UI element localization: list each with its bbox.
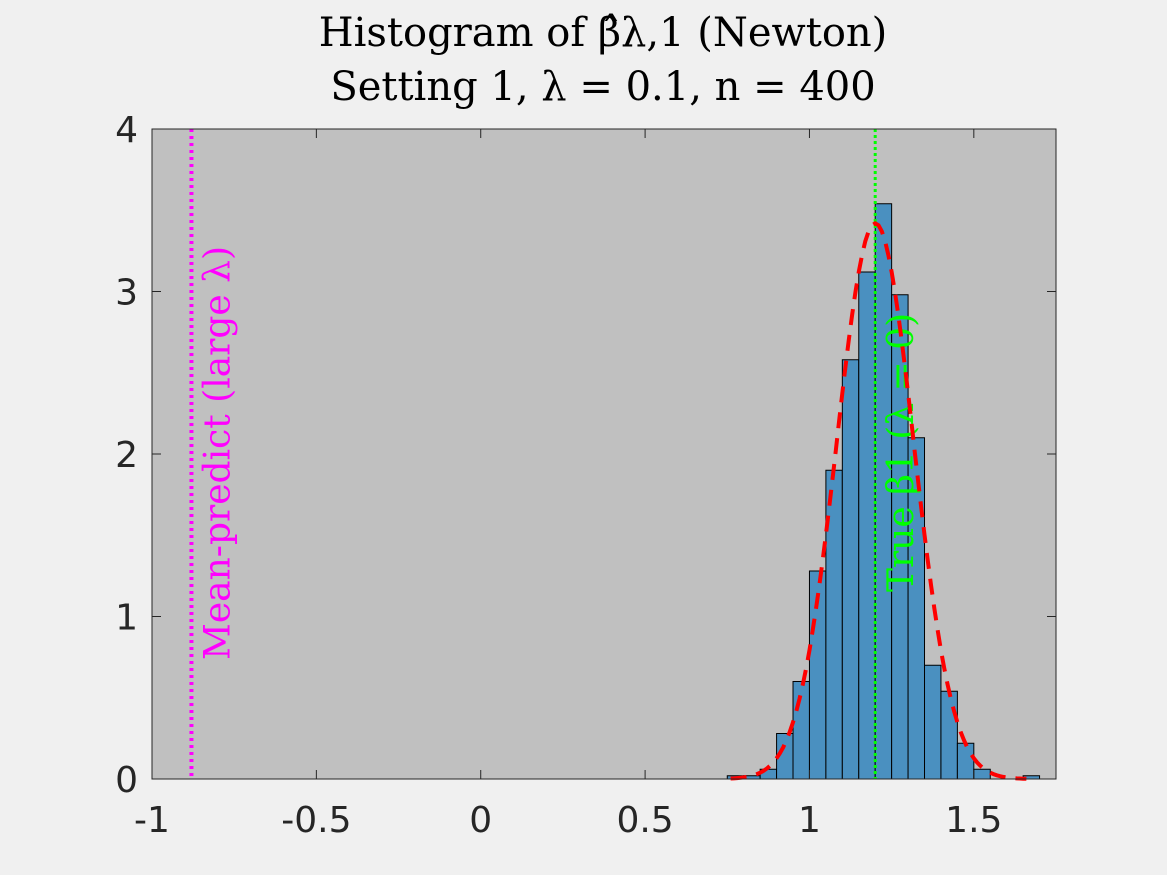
histogram-bar <box>924 664 942 780</box>
normal-fit-curve <box>730 220 1027 781</box>
y-tick-label: 2 <box>115 435 138 476</box>
x-tick-label: 0 <box>469 800 492 841</box>
x-tick-label: -1 <box>134 800 170 841</box>
lines-layer: Mean-predict (large λ) True β1 (λ = 0) <box>189 129 1027 781</box>
histogram-bar <box>841 359 860 780</box>
x-tick-label: -0.5 <box>281 800 351 841</box>
chart-title-line2: Setting 1, λ = 0.1, n = 400 <box>330 64 875 110</box>
x-tick-label: 0.5 <box>616 800 673 841</box>
y-tick-label: 3 <box>115 273 138 314</box>
axes-layer: -1 -0.5 0 0.5 1 1.5 0 1 2 3 4 <box>115 110 1057 841</box>
histogram-bar <box>858 271 876 780</box>
y-tick-label: 0 <box>115 760 138 801</box>
x-tick-label: 1 <box>798 800 821 841</box>
histogram-bar <box>973 768 991 780</box>
reference-line-label: Mean-predict (large λ) <box>197 246 238 660</box>
histogram-bar <box>940 690 958 780</box>
y-tick-label: 1 <box>115 598 138 639</box>
y-tick-label: 4 <box>115 110 138 151</box>
chart-title-line1: Histogram of β̂λ,1 (Newton) <box>319 10 888 56</box>
x-tick-label: 1.5 <box>945 800 1002 841</box>
histogram-bar <box>956 742 975 780</box>
